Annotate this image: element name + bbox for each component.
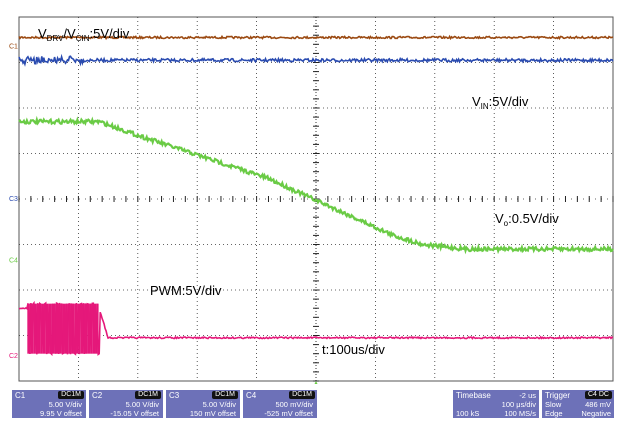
channel-1-scale: 5.00 V/div (48, 400, 82, 409)
time-scale-label: t:100us/div (322, 342, 385, 357)
trigger-name: Trigger (545, 391, 571, 400)
channel-marker-c1: C1 (9, 44, 18, 51)
channel-4-name: C4 (246, 391, 257, 400)
trigger-type: Edge (545, 409, 563, 418)
timebase-delay: -2 us (519, 391, 536, 400)
trace-pwm (18, 300, 614, 357)
channel-3-coupling: DC1M (212, 391, 238, 399)
status-bar: C1 DC1M 5.00 V/div 9.95 V offset C2 DC1M 5… (0, 384, 618, 422)
trace-vo (18, 115, 614, 255)
channel-4-offset: -525 mV offset (264, 409, 313, 418)
timebase-sample-rate: 100 MS/s (504, 409, 536, 418)
channel-1-box[interactable]: C1 DC1M 5.00 V/div 9.95 V offset (12, 390, 86, 418)
channel-4-box[interactable]: C4 DC1M 500 mV/div -525 mV offset (243, 390, 317, 418)
vdrv-vcin-label: VDRV/VCIN:5V/div (38, 26, 130, 43)
timebase-name: Timebase (456, 391, 491, 400)
vo-label: Vo:0.5V/div (495, 211, 559, 228)
channel-2-coupling: DC1M (135, 391, 161, 399)
trigger-slope: Negative (581, 409, 611, 418)
channel-4-scale: 500 mV/div (275, 400, 313, 409)
channel-2-name: C2 (92, 391, 103, 400)
trigger-mode: Slow (545, 400, 562, 409)
channel-1-coupling: DC1M (58, 391, 84, 399)
channel-1-name: C1 (15, 391, 26, 400)
channel-3-box[interactable]: C3 DC1M 5.00 V/div 150 mV offset (166, 390, 240, 418)
plot-grid (18, 16, 614, 387)
channel-3-offset: 150 mV offset (189, 409, 236, 418)
channel-2-scale: 5.00 V/div (125, 400, 159, 409)
timebase-samples: 100 kS (456, 409, 480, 418)
vin-label: VIN:5V/div (472, 94, 529, 111)
channel-1-offset: 9.95 V offset (40, 409, 82, 418)
plot-traces (18, 34, 614, 357)
channel-markers: C1 C3 C4 C2 (9, 44, 18, 360)
timebase-box[interactable]: Timebase -2 us 100 μs/div 100 kS 100 MS/s (453, 390, 539, 418)
channel-4-coupling: DC1M (289, 391, 315, 399)
trigger-source: C4 DC (584, 391, 612, 399)
channel-2-offset: -15.05 V offset (110, 409, 159, 418)
trigger-box[interactable]: Trigger C4 DC Slow 486 mV Edge Negative (542, 390, 614, 418)
channel-2-box[interactable]: C2 DC1M 5.00 V/div -15.05 V offset (89, 390, 163, 418)
channel-marker-c3: C3 (9, 196, 18, 203)
channel-3-scale: 5.00 V/div (202, 400, 236, 409)
timebase-per-div: 100 μs/div (501, 400, 536, 409)
channel-3-name: C3 (169, 391, 180, 400)
trace-vdrv (18, 34, 614, 41)
channel-marker-c2: C2 (9, 353, 18, 360)
channel-marker-c4: C4 (9, 257, 18, 264)
pwm-label: PWM:5V/div (150, 283, 222, 298)
trigger-level: 486 mV (585, 400, 611, 409)
trace-vin (18, 53, 614, 67)
